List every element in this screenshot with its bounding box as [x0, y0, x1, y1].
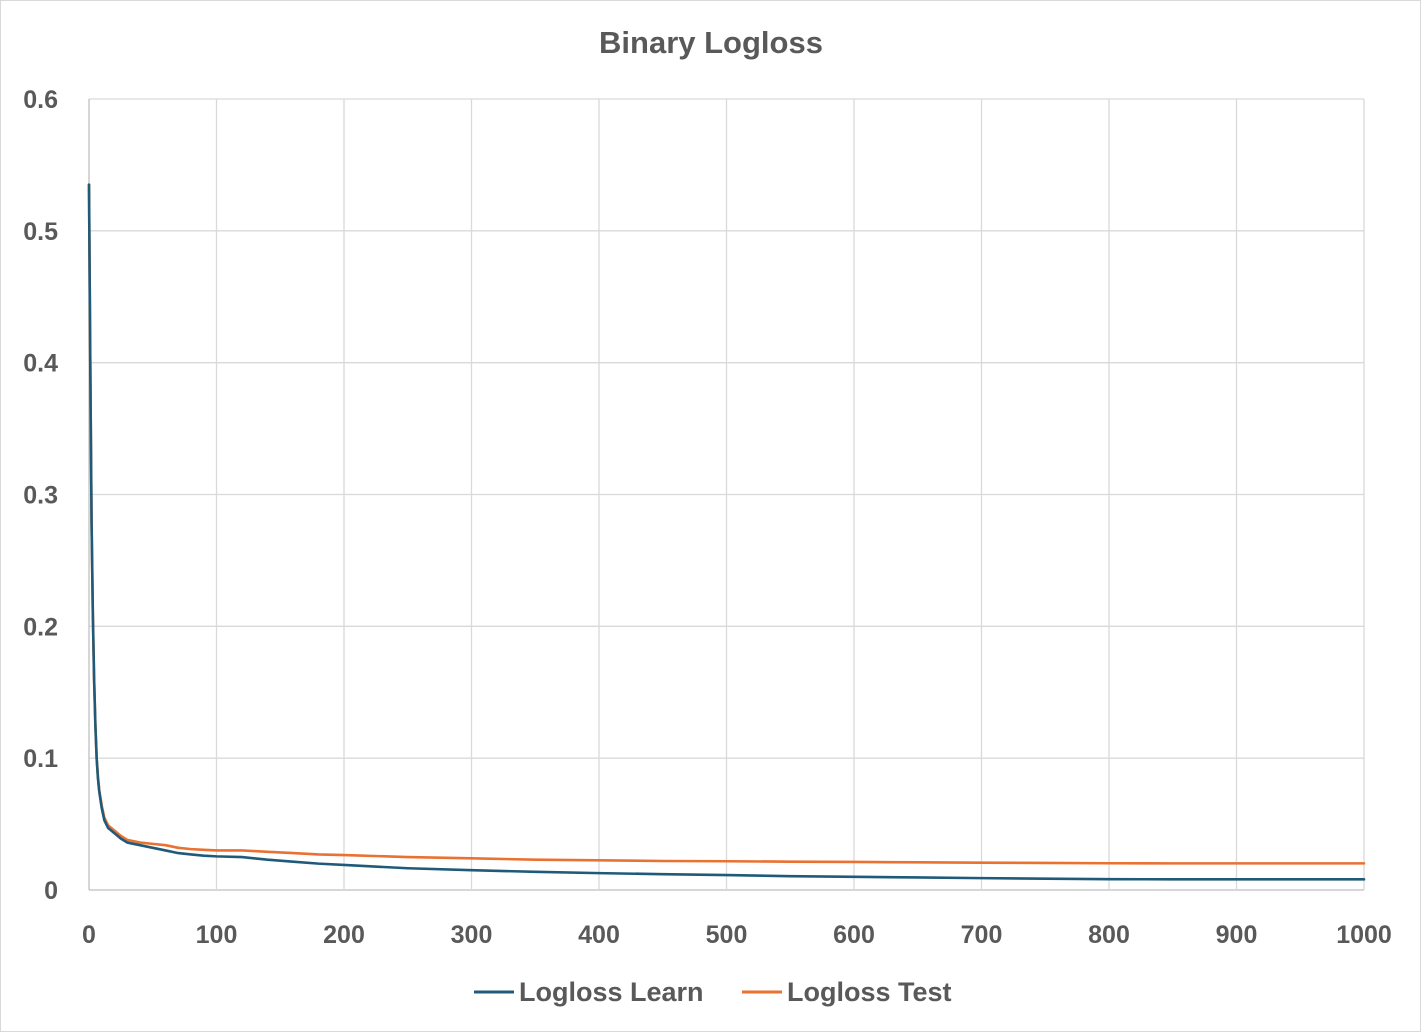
y-axis-ticks: 0 0.1 0.2 0.3 0.4 0.5 0.6 [23, 86, 58, 905]
y-tick-label: 0.5 [23, 218, 58, 246]
legend-label: Logloss Learn [519, 977, 704, 1007]
x-tick-label: 200 [323, 921, 365, 949]
gridlines [88, 98, 1365, 891]
x-tick-label: 700 [961, 921, 1003, 949]
x-tick-label: 300 [451, 921, 493, 949]
y-tick-label: 0.6 [23, 86, 58, 114]
x-tick-label: 900 [1216, 921, 1258, 949]
legend-item: Logloss Learn [474, 977, 704, 1007]
x-tick-label: 500 [706, 921, 748, 949]
y-tick-label: 0.2 [23, 613, 58, 641]
series-line-logloss-learn [87, 183, 1366, 881]
legend-item: Logloss Test [742, 977, 952, 1007]
x-tick-label: 600 [833, 921, 875, 949]
series-lines [87, 183, 1366, 881]
y-tick-label: 0.3 [23, 482, 58, 510]
chart-title: Binary Logloss [599, 25, 823, 60]
legend-label: Logloss Test [787, 977, 952, 1007]
y-tick-label: 0 [44, 877, 58, 905]
x-tick-label: 100 [196, 921, 238, 949]
legend: Logloss Learn Logloss Test [474, 977, 952, 1007]
x-axis-ticks: 0 100 200 300 400 500 600 700 800 900 1000 [82, 921, 1392, 949]
x-tick-label: 0 [82, 921, 96, 949]
x-tick-label: 800 [1088, 921, 1130, 949]
x-tick-label: 1000 [1336, 921, 1392, 949]
y-tick-label: 0.4 [23, 350, 58, 378]
x-tick-label: 400 [578, 921, 620, 949]
y-tick-label: 0.1 [23, 745, 58, 773]
